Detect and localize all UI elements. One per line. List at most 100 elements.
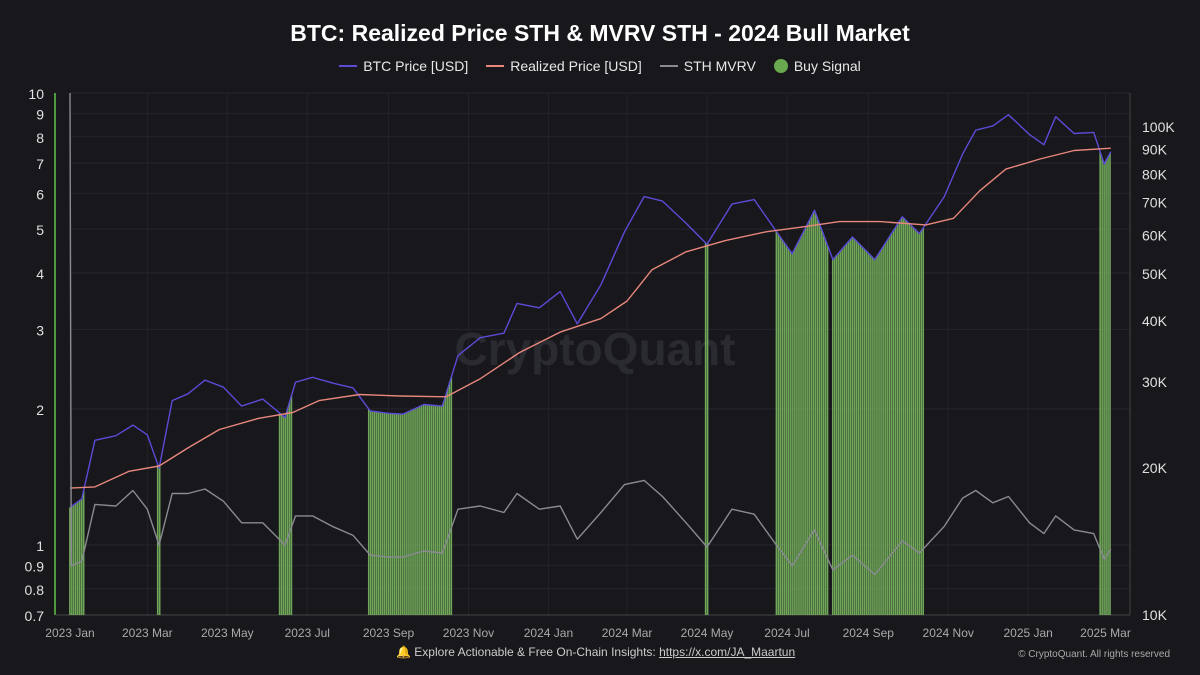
buy-signal-bar xyxy=(902,217,905,615)
buy-signal-bar xyxy=(861,246,864,616)
x-tick-label: 2024 Sep xyxy=(843,626,895,640)
buy-signal-bar xyxy=(391,413,394,615)
buy-signal-bar xyxy=(831,259,834,615)
buy-signal-bar xyxy=(409,410,411,615)
right-tick-label: 50K xyxy=(1142,266,1168,282)
left-tick-label: 0.7 xyxy=(25,608,45,624)
buy-signal-bar xyxy=(875,257,877,615)
buy-signal-bar xyxy=(284,415,287,615)
buy-signal-bar xyxy=(900,217,903,615)
right-tick-label: 80K xyxy=(1142,166,1168,182)
legend-swatch xyxy=(339,65,358,67)
legend-item-sth-mvrv[interactable]: STH MVRV xyxy=(659,58,756,74)
legend-swatch xyxy=(659,65,678,67)
buy-signal-bar xyxy=(885,242,887,615)
buy-signal-bar xyxy=(845,243,848,615)
buy-signal-bar xyxy=(442,401,445,615)
buy-signal-bar xyxy=(73,504,75,615)
x-tick-label: 2024 Jan xyxy=(524,626,573,640)
legend-label: Buy Signal xyxy=(793,58,861,74)
buy-signal-bar xyxy=(403,413,405,615)
x-tick-label: 2024 May xyxy=(681,626,734,640)
buy-signal-bar xyxy=(407,411,409,615)
buy-signal-bar xyxy=(809,219,811,615)
buy-signal-bar xyxy=(851,237,854,616)
buy-signal-bar xyxy=(807,223,809,615)
buy-signal-bar xyxy=(908,223,911,616)
buy-signal-bar xyxy=(377,412,380,615)
legend-item-realized-price[interactable]: Realized Price [USD] xyxy=(486,58,642,74)
buy-signal-bar xyxy=(446,389,449,615)
copyright: © CryptoQuant. All rights reserved xyxy=(1018,649,1170,660)
buy-signal-bar xyxy=(367,409,370,615)
buy-signal-bar xyxy=(820,229,823,615)
buy-signal-bar xyxy=(777,234,780,615)
buy-signal-bar xyxy=(883,245,885,616)
buy-signal-bar xyxy=(397,413,400,615)
right-tick-label: 60K xyxy=(1142,227,1168,243)
buy-signal-bar xyxy=(863,248,866,616)
legend-item-buy-signal[interactable]: Buy Signal xyxy=(773,58,861,74)
buy-signal-bar xyxy=(775,231,778,615)
buy-signal-bar xyxy=(704,242,707,616)
buy-signal-bar xyxy=(898,220,901,616)
right-tick-label: 90K xyxy=(1142,141,1168,157)
buy-signal-bar xyxy=(423,404,425,615)
buy-signal-bar xyxy=(892,229,895,615)
buy-signal-bar xyxy=(290,395,293,615)
left-tick-label: 6 xyxy=(36,186,44,202)
buy-signal-bar xyxy=(910,225,913,615)
buy-signal-bar xyxy=(426,404,429,615)
buy-signal-bar xyxy=(867,252,869,616)
buy-signal-bar xyxy=(810,215,813,616)
buy-signal-bar xyxy=(835,255,838,615)
buy-signal-bar xyxy=(389,413,392,615)
watermark: CryptoQuant xyxy=(454,323,735,375)
buy-signal-bar xyxy=(904,219,907,615)
buy-signal-bar xyxy=(432,405,435,615)
buy-signal-bar xyxy=(916,231,919,615)
footer-link[interactable]: https://x.com/JA_Maartun xyxy=(659,645,796,659)
buy-signal-bar xyxy=(428,405,431,615)
x-tick-label: 2023 Sep xyxy=(363,626,415,640)
buy-signal-bar xyxy=(787,248,790,615)
buy-signal-bar xyxy=(822,234,825,615)
right-tick-label: 70K xyxy=(1142,195,1168,211)
left-tick-label: 3 xyxy=(36,322,44,338)
buy-signal-bar xyxy=(395,413,398,615)
legend-item-btc-price[interactable]: BTC Price [USD] xyxy=(339,58,468,74)
buy-signal-bar xyxy=(278,413,281,615)
buy-signal-bar xyxy=(415,408,417,615)
left-tick-label: 1 xyxy=(36,538,44,554)
right-tick-label: 10K xyxy=(1142,607,1168,623)
x-tick-label: 2023 Mar xyxy=(122,626,173,640)
buy-signal-bar xyxy=(1099,152,1101,615)
x-tick-label: 2024 Nov xyxy=(923,626,974,640)
x-tick-label: 2023 May xyxy=(201,626,254,640)
buy-signal-bar xyxy=(859,244,862,616)
buy-signal-bar xyxy=(69,507,71,615)
buy-signal-bar xyxy=(888,236,891,615)
buy-signal-bar xyxy=(385,413,388,615)
buy-signal-bar xyxy=(1109,152,1111,615)
buy-signal-bar xyxy=(411,409,413,615)
buy-signal-bar xyxy=(444,395,447,615)
buy-signal-bar xyxy=(1105,160,1107,615)
buy-signal-bar xyxy=(824,240,827,616)
buy-signal-bar xyxy=(853,239,856,616)
legend-label: Realized Price [USD] xyxy=(510,58,642,74)
buy-signal-bar xyxy=(789,250,791,615)
x-tick-label: 2025 Jan xyxy=(1003,626,1052,640)
buy-signal-bar xyxy=(869,254,871,616)
left-tick-label: 5 xyxy=(36,222,44,238)
x-tick-label: 2025 Mar xyxy=(1080,626,1131,640)
buy-signal-bar xyxy=(399,413,402,615)
buy-signal-bar xyxy=(383,412,386,615)
buy-signal-bar xyxy=(371,411,374,615)
footer-text: Explore Actionable & Free On-Chain Insig… xyxy=(414,645,660,659)
buy-signal-bar xyxy=(879,251,881,616)
buy-signal-bar xyxy=(375,411,378,615)
legend-label: STH MVRV xyxy=(683,58,756,74)
x-tick-label: 2023 Nov xyxy=(443,626,494,640)
